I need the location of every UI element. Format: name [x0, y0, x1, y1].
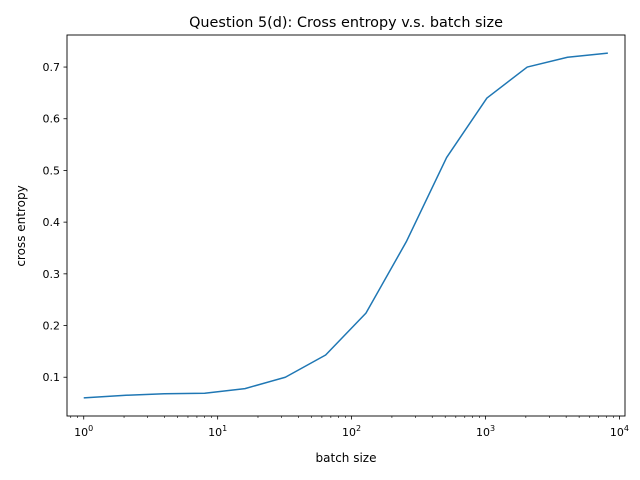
y-tick-label-6: 0.7 [43, 61, 61, 74]
y-tick-label-0: 0.1 [43, 371, 61, 384]
series-line-0 [83, 52, 608, 399]
axes-frame [66, 34, 626, 417]
x-tick-label-3: 103 [476, 424, 495, 439]
x-tick-label-2: 102 [342, 424, 361, 439]
x-tick-label-0: 100 [74, 424, 93, 439]
x-tick-label-4: 104 [610, 424, 629, 439]
chart-title: Question 5(d): Cross entropy v.s. batch … [189, 15, 503, 31]
plot-area: 100 101 102 103 104 0.1 0.2 0.3 0.4 0.5 0.6 0.7 [43, 52, 629, 439]
y-axis-label: cross entropy [14, 185, 28, 266]
y-tick-label-1: 0.2 [43, 320, 61, 333]
y-tick-label-3: 0.4 [43, 216, 61, 229]
y-tick-label-5: 0.6 [43, 113, 61, 126]
x-tick-label-1: 101 [208, 424, 227, 439]
x-axis-label: batch size [316, 451, 377, 465]
y-tick-label-2: 0.3 [43, 268, 61, 281]
y-tick-label-4: 0.5 [43, 164, 61, 177]
